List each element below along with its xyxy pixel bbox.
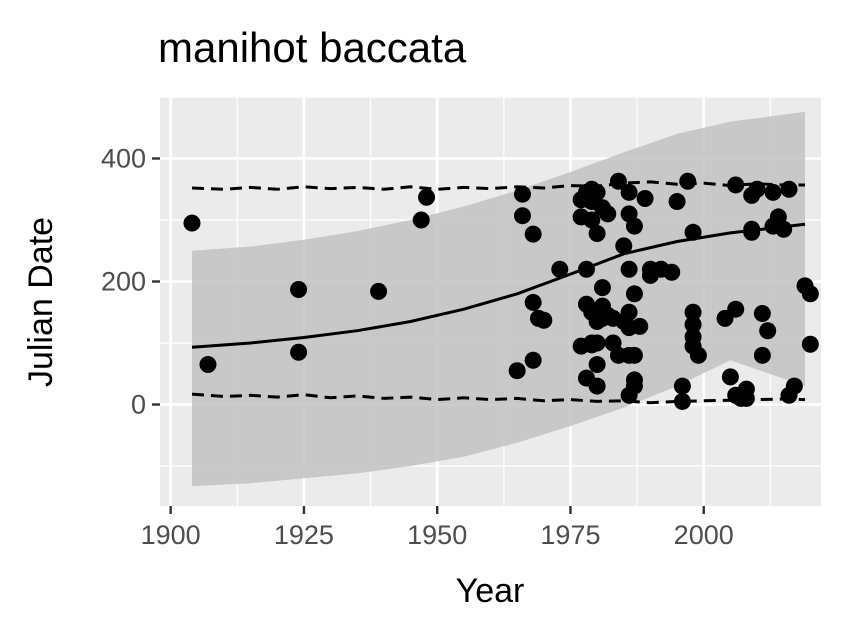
lower-bound-line	[191, 392, 806, 405]
y-tick-label: 0	[131, 390, 146, 420]
data-point	[593, 279, 611, 297]
chart-title: manihot baccata	[158, 24, 467, 71]
data-point	[684, 223, 702, 241]
x-axis: 1900 1925 1950 1975 2000	[141, 506, 734, 550]
data-point	[620, 183, 638, 201]
data-point	[684, 303, 702, 321]
data-point	[588, 377, 606, 395]
y-tick-label: 400	[101, 144, 146, 174]
data-point	[370, 282, 388, 300]
data-point	[588, 225, 606, 243]
data-point	[620, 260, 638, 278]
data-point	[721, 368, 739, 386]
data-point	[668, 193, 686, 211]
data-point	[599, 205, 617, 223]
data-point	[785, 377, 803, 395]
data-point	[775, 220, 793, 238]
data-point	[535, 311, 553, 329]
data-point	[524, 351, 542, 369]
y-tick-label: 200	[101, 267, 146, 297]
data-point	[524, 293, 542, 311]
data-point	[588, 356, 606, 374]
x-tick-label: 1925	[274, 520, 334, 550]
data-point	[551, 260, 569, 278]
data-point	[753, 304, 771, 322]
data-point	[679, 172, 697, 190]
x-tick-label: 2000	[674, 520, 734, 550]
data-point	[183, 214, 201, 232]
x-tick-label: 1950	[407, 520, 467, 550]
x-tick-label: 1900	[141, 520, 201, 550]
data-point	[636, 189, 654, 207]
data-point	[290, 281, 308, 299]
data-point	[737, 389, 755, 407]
data-point	[727, 300, 745, 318]
data-points	[183, 172, 819, 410]
data-point	[625, 285, 643, 303]
x-axis-title: Year	[456, 572, 525, 610]
data-point	[418, 188, 436, 206]
data-point	[727, 176, 745, 194]
data-point	[513, 185, 531, 203]
data-point	[673, 377, 691, 395]
data-point	[689, 346, 707, 364]
data-point	[625, 217, 643, 235]
data-point	[663, 263, 681, 281]
data-point	[588, 183, 606, 201]
data-point	[764, 183, 782, 201]
data-point	[609, 172, 627, 190]
data-point	[684, 316, 702, 334]
data-point	[577, 260, 595, 278]
data-point	[513, 207, 531, 225]
data-point	[625, 377, 643, 395]
data-point	[759, 322, 777, 340]
data-point	[412, 211, 430, 229]
fit-line	[191, 222, 806, 349]
data-point	[801, 335, 819, 353]
data-point	[631, 317, 649, 335]
data-point	[583, 211, 601, 229]
data-point	[508, 362, 526, 380]
data-point	[588, 334, 606, 352]
y-axis-title: Julian Date	[22, 217, 60, 387]
data-point	[615, 237, 633, 255]
data-point	[199, 356, 217, 374]
data-point	[780, 180, 798, 198]
data-point	[748, 180, 766, 198]
y-axis: 0 200 400	[101, 144, 160, 420]
upper-bound-line	[191, 180, 805, 191]
data-point	[673, 392, 691, 410]
data-point	[290, 343, 308, 361]
data-point	[753, 346, 771, 364]
data-point	[743, 223, 761, 241]
data-point	[625, 346, 643, 364]
data-point	[620, 303, 638, 321]
data-point	[801, 285, 819, 303]
x-tick-label: 1975	[540, 520, 600, 550]
data-point	[524, 225, 542, 243]
